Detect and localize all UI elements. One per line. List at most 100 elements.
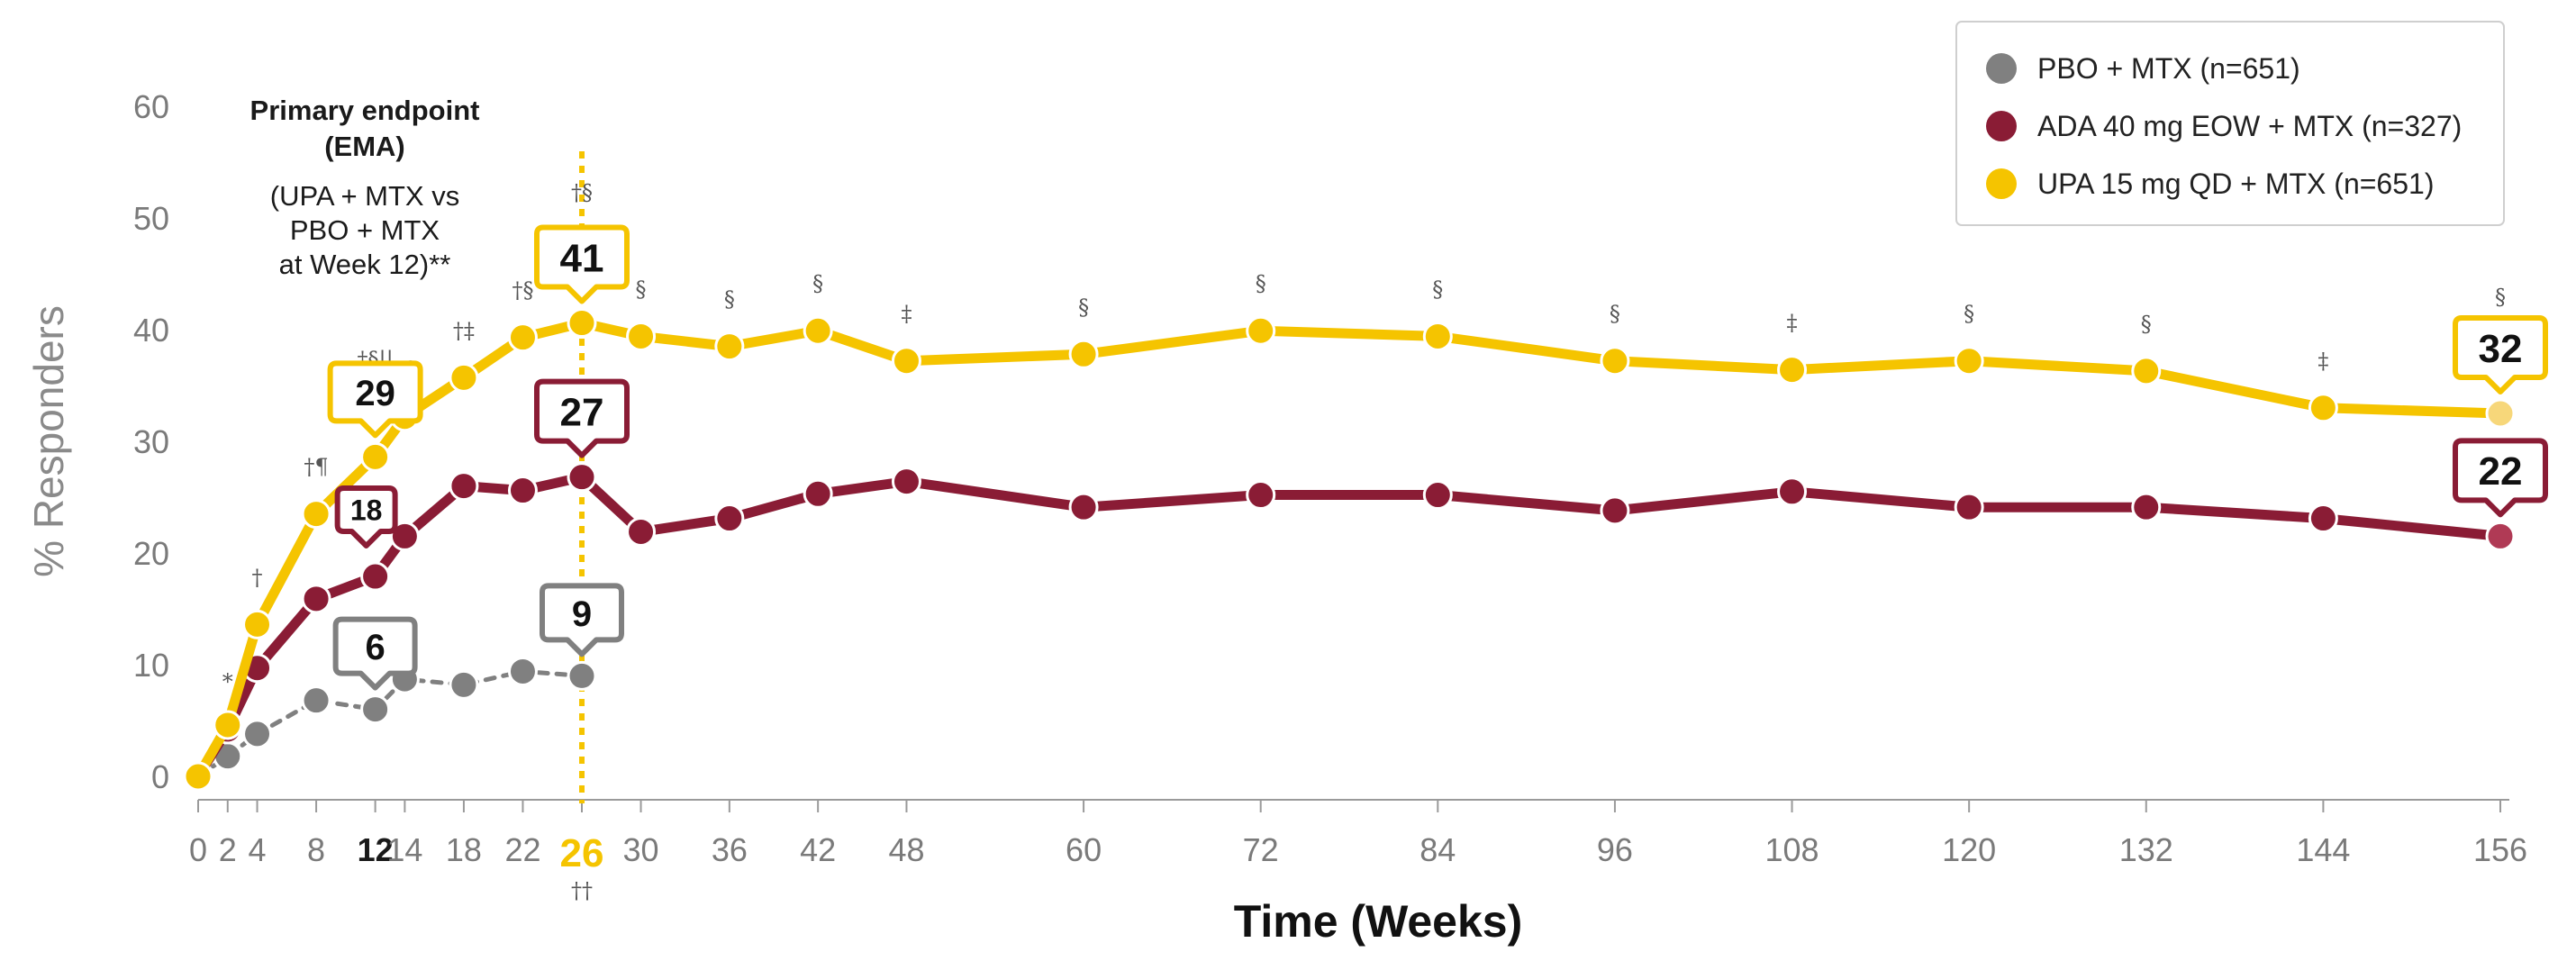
x-tick-label: 36 (712, 831, 748, 868)
series-2-point (1068, 339, 1099, 369)
series-1-point (803, 478, 833, 509)
series-1-point (567, 462, 597, 493)
series-2-point (567, 308, 597, 339)
series-2-point (891, 346, 921, 376)
callout-2-156: 32 (2453, 315, 2548, 394)
annotation-line5: at Week 12)** (279, 249, 451, 280)
x-tick-label: 108 (1764, 831, 1819, 868)
series-2-point (1246, 315, 1276, 346)
legend: PBO + MTX (n=651) ADA 40 mg EOW + MTX (n=… (1955, 21, 2505, 226)
significance-mark: ‡ (901, 302, 912, 327)
series-2-point (360, 441, 391, 472)
callout-0-26-box (540, 583, 624, 657)
callout-2-12-box (327, 360, 423, 439)
series-0-point (242, 719, 273, 749)
series-2-point (1954, 346, 1984, 376)
significance-mark: § (1256, 271, 1266, 296)
callout-2-12-label: 29 (355, 374, 395, 413)
significance-mark: ‡ (1787, 311, 1798, 336)
x-tick-label: 22 (504, 831, 540, 868)
x-tick-label: 30 (623, 831, 659, 868)
series-1-point (507, 476, 538, 506)
significance-mark: ‡ (2317, 349, 2328, 374)
series-1-point (1068, 492, 1099, 522)
series-0-point (507, 656, 538, 686)
series-1-point (891, 467, 921, 497)
callout-0-12-box (332, 616, 418, 691)
series-2-point (1600, 346, 1630, 376)
x-tick-label: 8 (307, 831, 325, 868)
x-tick-label: 2 (219, 831, 237, 868)
significance-mark: § (812, 271, 823, 296)
x-tick-label: 0 (189, 831, 207, 868)
significance-mark: § (724, 287, 735, 313)
callout-1-156-label: 22 (2479, 449, 2523, 494)
y-tick-label: 50 (133, 200, 169, 237)
callout-1-12: 18 (334, 485, 398, 549)
significance-mark: † (252, 565, 263, 590)
series-1-point (301, 584, 331, 614)
annotation-title-line1: Primary endpoint (250, 95, 480, 126)
callout-0-12: 6 (332, 616, 418, 691)
callout-1-26: 27 (534, 378, 630, 458)
significance-mark: § (1964, 302, 1974, 327)
series-2-point (1422, 321, 1453, 351)
series-0-point (567, 660, 597, 691)
legend-marker-1 (1986, 111, 2017, 141)
series-layer (183, 308, 2516, 792)
series-2-point (242, 609, 273, 639)
y-tick-label: 20 (133, 535, 169, 572)
series-0-point (360, 694, 391, 725)
series-2-point (2131, 356, 2162, 386)
series-line-1 (193, 472, 2506, 782)
x-tick-label: 72 (1243, 831, 1279, 868)
x-tick-label: 26 (560, 831, 604, 875)
series-2-point (2308, 393, 2338, 423)
x-highlight-note: †† (571, 878, 593, 903)
series-1-point (2485, 521, 2516, 551)
x-tick-label: 132 (2119, 831, 2173, 868)
callout-2-26-box (534, 224, 630, 304)
significance-mark: †§ (571, 180, 593, 205)
series-1-point (1600, 495, 1630, 526)
significance-mark: § (1078, 295, 1089, 320)
legend-frame (1955, 21, 2505, 226)
y-tick-label: 40 (133, 312, 169, 349)
y-tick-label: 10 (133, 647, 169, 684)
series-1-point (360, 561, 391, 592)
series-2-point (213, 710, 243, 740)
legend-marker-2 (1986, 168, 2017, 199)
significance-mark: †§ (512, 278, 533, 304)
series-0-point (301, 685, 331, 716)
x-tick-label: 96 (1597, 831, 1633, 868)
annotation-line3: (UPA + MTX vs (270, 180, 459, 212)
legend-label-2: UPA 15 mg QD + MTX (n=651) (2037, 168, 2434, 200)
annotation-title-line2: (EMA) (324, 131, 405, 162)
series-0-point (449, 669, 479, 700)
series-line-2 (193, 318, 2506, 782)
legend-label-0: PBO + MTX (n=651) (2037, 52, 2300, 85)
x-tick-label: 12 (358, 831, 394, 868)
y-axis-title: % Responders (25, 305, 72, 577)
series-1-point (1422, 480, 1453, 511)
x-tick-label: 60 (1066, 831, 1102, 868)
series-1-point (2131, 492, 2162, 522)
callout-2-12: 29 (327, 360, 423, 439)
x-tick-label: 18 (446, 831, 482, 868)
legend-marker-0 (1986, 53, 2017, 84)
callout-layer: 6 9 18 27 22 29 41 32 (327, 224, 2548, 691)
significance-mark: § (1610, 302, 1620, 327)
series-2-point (714, 331, 745, 362)
callout-1-12-box (334, 485, 398, 549)
callout-1-156: 22 (2453, 438, 2548, 518)
series-1-point (1954, 492, 1984, 522)
significance-mark: § (1432, 277, 1443, 302)
series-2-point (2485, 398, 2516, 429)
significance-mark: †‡ (453, 318, 475, 343)
significance-mark: * (222, 669, 233, 694)
series-2-point (1777, 355, 1808, 385)
series-2-point (507, 322, 538, 353)
series-2-point (626, 321, 657, 351)
callout-2-156-label: 32 (2479, 327, 2523, 371)
series-2-point (301, 499, 331, 530)
